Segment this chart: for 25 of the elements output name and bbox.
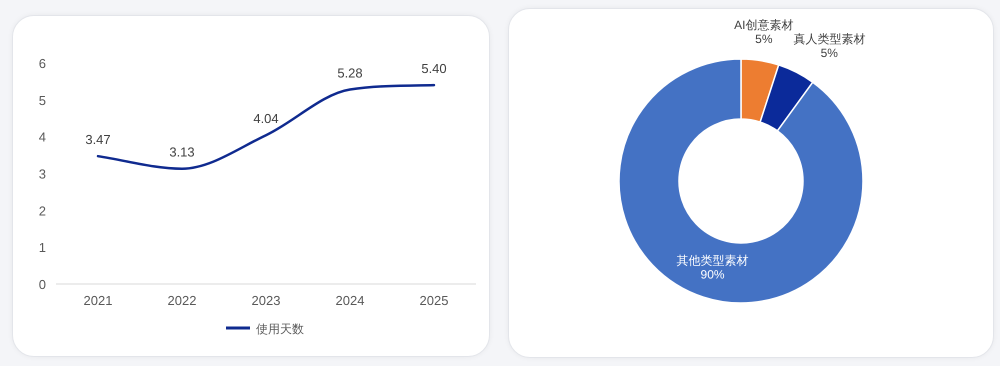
x-tick-label: 2023 xyxy=(252,293,280,308)
y-tick-label: 3 xyxy=(38,166,46,182)
slice-label: 其他类型素材 xyxy=(676,253,749,268)
data-label: 5% xyxy=(755,32,773,46)
x-tick-label: 2024 xyxy=(336,293,364,308)
y-tick-label: 6 xyxy=(38,56,46,71)
text: 5.28 xyxy=(337,66,363,81)
y-tick-label: 4 xyxy=(38,130,46,145)
slice-label: 真人类型素材 xyxy=(793,32,866,46)
donut-slice xyxy=(618,58,864,304)
text: 5.40 xyxy=(421,61,447,76)
data-label: 90% xyxy=(700,267,725,282)
y-tick-label: 1 xyxy=(38,240,46,256)
y-tick-label: 2 xyxy=(38,203,46,218)
x-tick-label: 2022 xyxy=(168,293,196,308)
x-tick-label: 2025 xyxy=(420,293,448,308)
text: 3.47 xyxy=(85,132,111,148)
x-tick-label: 2021 xyxy=(84,293,112,308)
y-tick-label: 5 xyxy=(38,92,46,108)
slice-label: AI创意素材 xyxy=(734,18,794,32)
data-label: 5% xyxy=(820,46,838,60)
text: 4.04 xyxy=(253,111,279,126)
y-tick-label: 0 xyxy=(38,277,46,292)
text: 3.13 xyxy=(169,144,195,160)
legend-label: 使用天数 xyxy=(256,322,304,336)
